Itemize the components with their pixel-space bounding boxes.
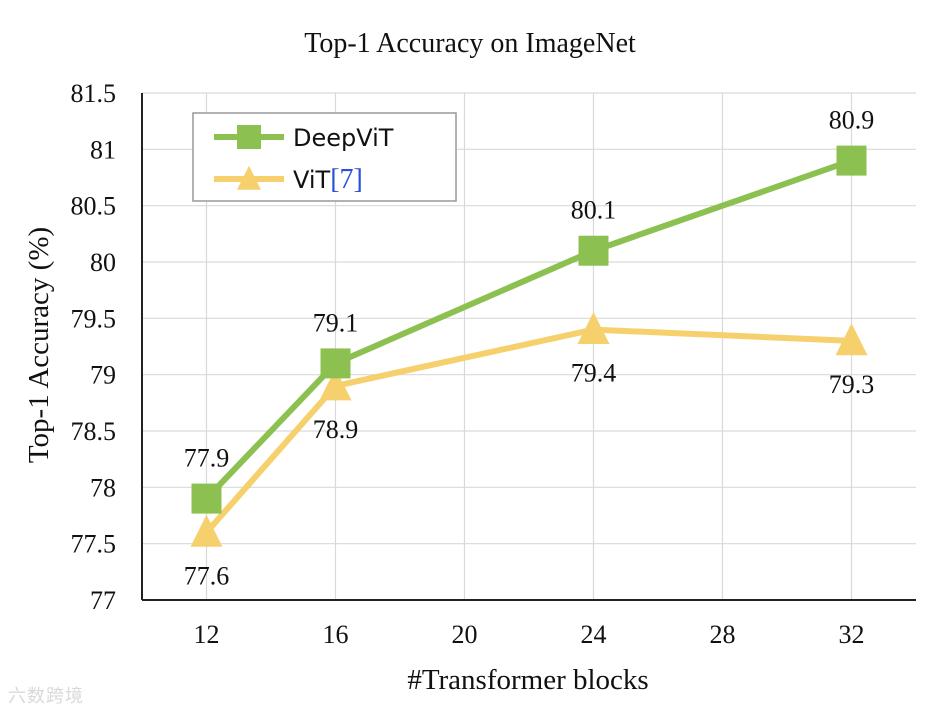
x-tick-label: 16 xyxy=(323,620,349,649)
x-tick-label: 28 xyxy=(710,620,736,649)
series-line-vit xyxy=(204,326,852,535)
axes xyxy=(141,93,916,601)
data-point-deepvit xyxy=(836,145,867,176)
y-tick-label: 77.5 xyxy=(71,530,117,559)
watermark-text: 六数跨境 xyxy=(8,686,84,707)
data-point-vit xyxy=(319,368,352,401)
data-point-vit xyxy=(835,323,868,356)
legend-marker-vit xyxy=(237,165,261,190)
y-tick-label: 81 xyxy=(90,135,116,164)
legend-label-vit: ViT[7] xyxy=(293,164,363,195)
data-point-deepvit xyxy=(191,483,222,514)
series-layer: 77.9 79.1 80.1 80.9 77.6 78.9 79.4 79.3 xyxy=(184,106,875,591)
legend-label-deepvit: DeepViT xyxy=(293,124,394,152)
x-tick-label: 24 xyxy=(581,620,607,649)
series-line-deepvit xyxy=(204,157,853,501)
data-label-deepvit: 79.1 xyxy=(313,308,359,337)
y-tick-label: 78.5 xyxy=(71,417,117,446)
legend-box xyxy=(192,112,457,202)
x-tick-label: 20 xyxy=(452,620,478,649)
x-tick-labels: 12 16 20 24 28 32 xyxy=(194,620,865,649)
x-tick-label: 12 xyxy=(194,620,220,649)
data-label-vit: 79.3 xyxy=(829,370,875,399)
data-label-deepvit: 80.1 xyxy=(571,196,617,225)
data-label-vit: 78.9 xyxy=(313,415,359,444)
legend-marker-deepvit xyxy=(237,125,261,149)
y-tick-label: 77 xyxy=(90,586,116,615)
x-axis-label: #Transformer blocks xyxy=(407,664,648,696)
y-tick-label: 81.5 xyxy=(71,79,117,108)
y-axis-label: Top-1 Accuracy (%) xyxy=(23,227,55,463)
data-label-vit: 77.6 xyxy=(184,561,230,590)
data-label-deepvit: 77.9 xyxy=(184,444,230,473)
data-point-deepvit xyxy=(320,348,351,379)
data-point-deepvit xyxy=(578,235,609,266)
y-tick-label: 80 xyxy=(90,248,116,277)
data-label-vit: 79.4 xyxy=(571,359,617,388)
data-point-vit xyxy=(577,312,610,344)
y-tick-label: 79.5 xyxy=(71,304,117,333)
data-point-vit xyxy=(190,514,223,547)
y-tick-label: 79 xyxy=(90,361,116,390)
y-tick-label: 80.5 xyxy=(71,192,117,221)
y-tick-label: 78 xyxy=(90,473,116,502)
chart-title: Top-1 Accuracy on ImageNet xyxy=(304,28,636,59)
legend: DeepViT ViT[7] xyxy=(192,112,457,202)
y-tick-labels: 77 77.5 78 78.5 79 79.5 80 80.5 81 81.5 xyxy=(71,79,117,615)
data-label-deepvit: 80.9 xyxy=(829,106,875,135)
x-tick-label: 32 xyxy=(839,620,865,649)
